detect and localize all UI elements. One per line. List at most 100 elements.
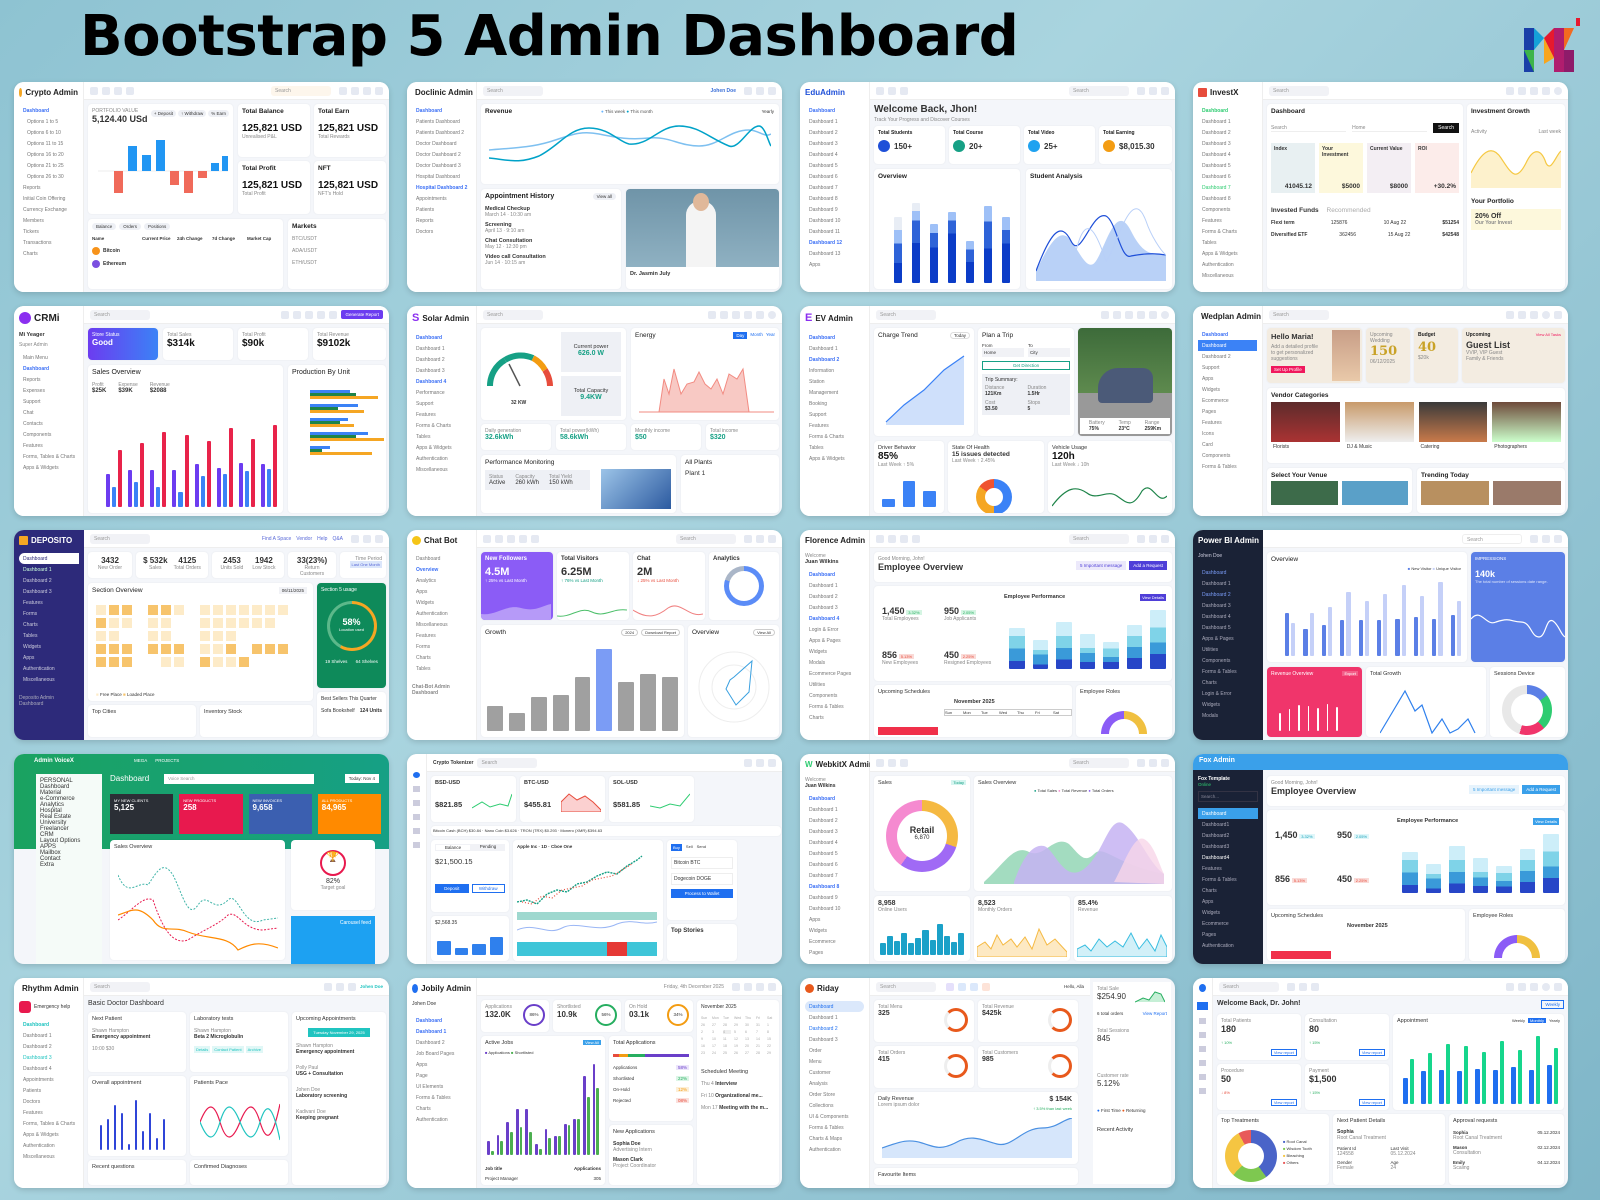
nav-item[interactable]: Hospital Dashboard 2 <box>416 184 468 191</box>
category-select[interactable]: Home <box>1352 125 1428 132</box>
search-input[interactable]: Search <box>483 85 543 96</box>
nav-item[interactable]: Performance <box>416 389 445 396</box>
process-to-wallet-button[interactable]: Process to Wallet <box>671 889 733 898</box>
job-row[interactable]: Project Manager 305 <box>485 1176 601 1181</box>
nav-link[interactable]: Find A Space <box>261 535 292 542</box>
nav-item[interactable]: Dashboard 1 <box>809 806 838 813</box>
nav-item[interactable]: Booking <box>809 400 828 407</box>
nav-item[interactable]: Widgets <box>23 643 42 650</box>
search-input[interactable]: Search <box>876 309 936 320</box>
nav-item[interactable]: Dashboard 3 <box>809 1036 838 1043</box>
list-item[interactable]: Chat Consultation May 12 · 12:30 pm <box>485 238 533 250</box>
view-all-tasks-link[interactable]: View All Tasks <box>1535 332 1561 337</box>
nav-item[interactable]: Forms & Charts <box>1202 228 1238 235</box>
nav-item[interactable]: Apps & Widgets <box>416 444 452 451</box>
nav-item[interactable]: Management <box>809 389 839 396</box>
mega-menu[interactable]: MEGA <box>134 758 148 763</box>
list-item[interactable]: Medical Checkup March 14 · 10:30 am <box>485 206 532 218</box>
nav-item[interactable]: Miscellaneous <box>416 621 448 628</box>
nav-item[interactable]: Hospital <box>40 808 62 814</box>
nav-item[interactable]: Modals <box>1202 712 1219 719</box>
eduadmin-card[interactable]: EduAdmin Dashboard Dashboard 1 Dashboard… <box>800 82 1175 292</box>
nav-item[interactable]: Forms, Tables & Charts <box>23 1120 76 1127</box>
appointment-item[interactable]: Johen Doe Laboratory screening <box>296 1087 348 1099</box>
nav-item[interactable]: Overview <box>416 566 439 573</box>
nav-item[interactable]: Dashboard 2 <box>1202 591 1231 598</box>
nav-item[interactable]: Material <box>40 790 62 796</box>
nav-item[interactable]: Charts & Maps <box>809 1135 843 1142</box>
vendor-dj-music[interactable]: DJ & Music <box>1344 402 1414 452</box>
period-dropdown[interactable]: Yearly <box>761 109 774 114</box>
nav-item[interactable]: Dashboard 1 <box>23 566 52 573</box>
nav-item[interactable]: Dashboard 8 <box>809 883 840 890</box>
nav-item[interactable]: Apps & Pages <box>1202 635 1234 642</box>
doclinic-admin-card[interactable]: Doclinic Admin Dashboard Patients Dashbo… <box>407 82 782 292</box>
view-details-button[interactable]: View Details <box>1140 594 1166 601</box>
nav-item[interactable]: Dashboard 2 <box>1202 129 1231 136</box>
nav-item[interactable]: Utilities <box>1202 646 1219 653</box>
nav-item[interactable]: Reports <box>23 376 41 383</box>
applicant-item[interactable]: Mason Clark Project Coordinator <box>613 1157 657 1169</box>
nav-item[interactable]: Extra <box>40 862 55 868</box>
rhythm-admin-card[interactable]: Rhythm Admin Emergency help Dashboard Da… <box>14 978 389 1188</box>
tab-invested-funds[interactable]: Invested Funds <box>1271 207 1319 214</box>
nav-item[interactable]: Mailbox <box>40 850 61 856</box>
nav-item[interactable]: Features <box>1202 419 1222 426</box>
tab-buy[interactable]: Buy <box>671 844 682 851</box>
nav-item[interactable]: Dashboard 9 <box>809 206 838 213</box>
nav-item[interactable]: Dashboard2 <box>1202 832 1230 839</box>
nav-item[interactable]: Apps & Widgets <box>1202 250 1238 257</box>
nav-item[interactable]: Ecommerce <box>1202 920 1229 927</box>
nav-item[interactable]: Apps & Widgets <box>23 464 59 471</box>
tab-recommended[interactable]: Recommended <box>1326 207 1371 214</box>
user-name[interactable]: Johen Doe <box>710 87 736 94</box>
user-name[interactable]: Johen Doe <box>359 984 383 989</box>
nav-item[interactable]: Ecommerce <box>1202 397 1229 404</box>
chat-bot-card[interactable]: Chat Bot Dashboard Overview Analytics Ap… <box>407 530 782 740</box>
approval-row[interactable]: Emily Scaling 04.12.2024 <box>1453 1160 1560 1171</box>
to-input[interactable]: City <box>1028 348 1070 357</box>
nav-item[interactable]: Freelancer <box>40 826 69 832</box>
tab-balance[interactable]: Balance <box>92 223 117 230</box>
tab-orders[interactable]: Orders <box>119 223 142 230</box>
nav-item[interactable]: Doctor Dashboard 3 <box>416 162 461 169</box>
set-up-profile-button[interactable]: Set Up Profile <box>1271 366 1305 373</box>
tab-positions[interactable]: Positions <box>144 223 171 230</box>
period-dropdown[interactable]: Today <box>949 332 970 339</box>
period-dropdown[interactable]: Today <box>951 780 966 785</box>
nav-item[interactable]: Authentication <box>416 455 448 462</box>
nav-item[interactable]: Dashboard <box>809 571 836 578</box>
nav-item[interactable]: Order Store <box>809 1091 836 1098</box>
view-all-button[interactable]: View all <box>592 193 616 200</box>
nav-item[interactable]: Dashboard 1 <box>809 582 838 589</box>
deposit-button[interactable]: + Deposit <box>150 110 176 117</box>
nav-item[interactable]: Features <box>23 1109 43 1116</box>
year-dropdown[interactable]: 2024 <box>621 629 639 636</box>
view-report-button[interactable]: View report <box>1358 1099 1385 1106</box>
nav-item[interactable]: Dashboard 2 <box>1202 353 1231 360</box>
admin-voicex-card[interactable]: Admin VoiceX MEGA PROJECTS PERSONAL Dashb… <box>14 754 389 964</box>
meeting-item[interactable]: Mon 17 Meeting with the m... <box>701 1105 769 1111</box>
nav-item[interactable]: UI & Components <box>809 1113 849 1120</box>
nav-item[interactable]: Dashboard <box>805 1001 864 1012</box>
nav-item[interactable]: Dashboard 2 <box>809 356 840 363</box>
nav-item[interactable]: Initial Coin Offering <box>23 195 66 202</box>
nav-item[interactable]: Utilities <box>809 681 826 688</box>
fund-search-input[interactable]: Search <box>1271 125 1347 132</box>
nav-item[interactable]: Station <box>809 378 825 385</box>
nav-item[interactable]: Apps & Pages <box>809 637 841 644</box>
nav-item[interactable]: Analytics <box>416 577 437 584</box>
period-dropdown[interactable]: Last One Month <box>349 561 382 568</box>
nav-item[interactable]: Dashboard 2 <box>809 129 838 136</box>
table-row[interactable]: Bitcoin <box>92 247 279 255</box>
nav-item[interactable]: Dashboard 5 <box>809 850 838 857</box>
nav-item[interactable]: Dashboard 2 <box>23 577 52 584</box>
nav-link[interactable]: Q&A <box>332 535 343 542</box>
nav-item[interactable]: Forms <box>416 643 431 650</box>
nav-item[interactable]: Dashboard 8 <box>809 195 838 202</box>
nav-item[interactable]: Contacts <box>23 420 43 427</box>
nav-item[interactable]: Analysis <box>809 1080 828 1087</box>
nav-item[interactable]: Widgets <box>1202 386 1221 393</box>
nav-item[interactable]: Forms, Tables & Charts <box>23 453 76 460</box>
search-input[interactable]: Search <box>1069 85 1129 96</box>
